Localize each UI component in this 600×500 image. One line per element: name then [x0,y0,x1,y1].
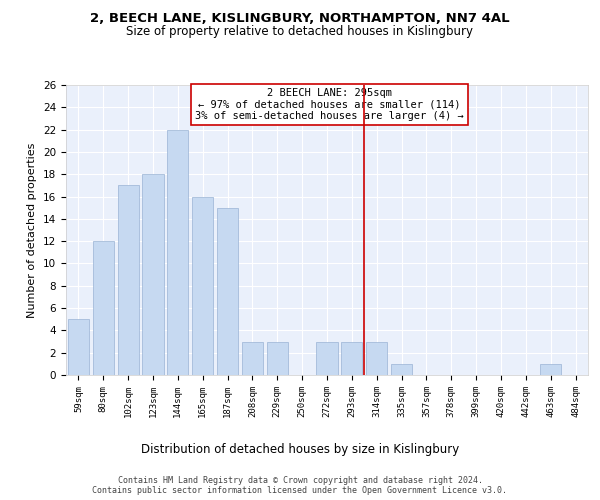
Bar [192,196,213,375]
Bar [142,174,164,375]
Bar [540,364,561,375]
Text: Size of property relative to detached houses in Kislingbury: Size of property relative to detached ho… [127,25,473,38]
Bar [316,342,338,375]
Bar [93,241,114,375]
Bar [217,208,238,375]
Bar [118,186,139,375]
Bar [167,130,188,375]
Bar [391,364,412,375]
Bar [242,342,263,375]
Y-axis label: Number of detached properties: Number of detached properties [28,142,37,318]
Bar [341,342,362,375]
Text: Contains HM Land Registry data © Crown copyright and database right 2024.
Contai: Contains HM Land Registry data © Crown c… [92,476,508,495]
Bar [366,342,387,375]
Text: 2, BEECH LANE, KISLINGBURY, NORTHAMPTON, NN7 4AL: 2, BEECH LANE, KISLINGBURY, NORTHAMPTON,… [90,12,510,26]
Bar [68,319,89,375]
Text: 2 BEECH LANE: 295sqm
← 97% of detached houses are smaller (114)
3% of semi-detac: 2 BEECH LANE: 295sqm ← 97% of detached h… [195,88,464,121]
Text: Distribution of detached houses by size in Kislingbury: Distribution of detached houses by size … [141,442,459,456]
Bar [267,342,288,375]
